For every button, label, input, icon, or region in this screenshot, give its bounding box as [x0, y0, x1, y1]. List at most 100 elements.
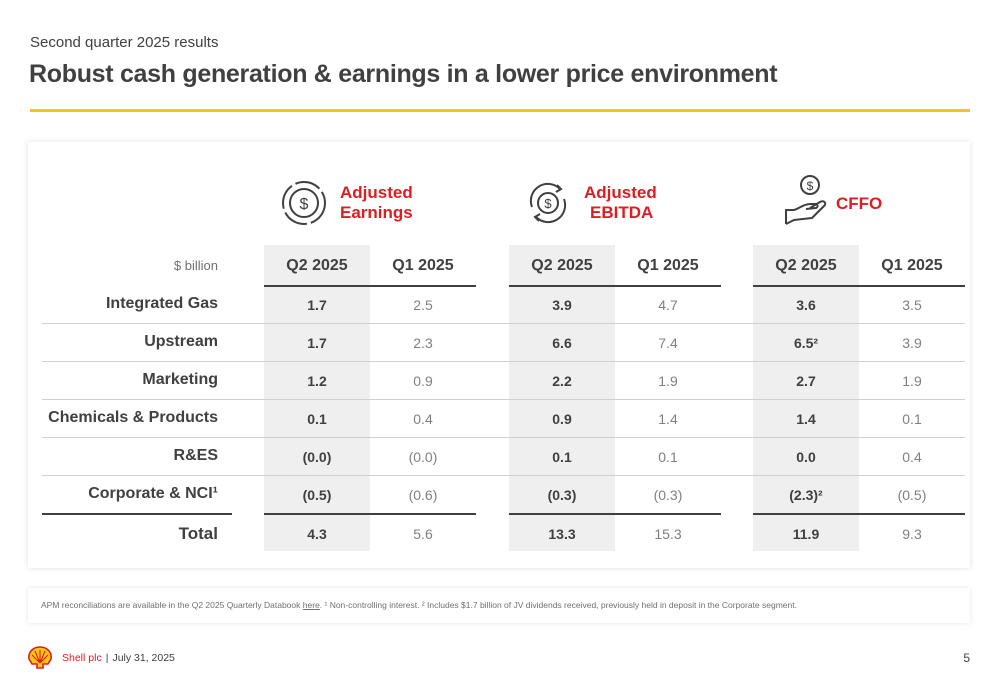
- header-rule-ebitda: [509, 285, 721, 287]
- table-cell: 2.2: [552, 373, 572, 389]
- table-cell: 3.6: [796, 297, 816, 313]
- slide-title: Robust cash generation & earnings in a l…: [29, 60, 778, 88]
- table-cell: (0.6): [408, 487, 438, 503]
- table-cell: 15.3: [654, 526, 682, 542]
- table-cell: 6.5²: [793, 335, 819, 351]
- page-number: 5: [963, 651, 970, 665]
- earnings-label-line1: Adjusted: [340, 183, 413, 202]
- earnings-col-q2: Q2 2025: [286, 257, 348, 274]
- table-cell: (2.3)²: [789, 487, 823, 503]
- row-label: Marketing: [142, 371, 218, 388]
- table-cell: 0.4: [413, 411, 433, 427]
- table-cell: 7.4: [658, 335, 678, 351]
- table-cell: 1.4: [658, 411, 678, 427]
- table-cell: 6.6: [552, 335, 572, 351]
- table-cell: 11.9: [792, 526, 820, 542]
- shell-logo-icon: [28, 646, 52, 669]
- table-cell: 0.0: [796, 449, 816, 465]
- footnote: APM reconciliations are available in the…: [41, 600, 797, 610]
- unit-label: $ billion: [173, 258, 218, 273]
- row-separator: [42, 399, 965, 400]
- earnings-label-line2: Earnings: [340, 203, 413, 222]
- row-separator: [42, 361, 965, 362]
- q2-shade-cffo: [753, 245, 859, 551]
- row-separator: [42, 323, 965, 324]
- table-cell: 0.4: [902, 449, 922, 465]
- adjusted-ebitda-header: $ Adjusted EBITDA: [522, 177, 657, 229]
- slide-subtitle: Second quarter 2025 results: [30, 34, 219, 51]
- table-cell: 2.7: [796, 373, 816, 389]
- header-rule-cffo: [753, 285, 965, 287]
- ebitda-col-q1: Q1 2025: [637, 257, 699, 274]
- cffo-col-q2: Q2 2025: [775, 257, 837, 274]
- ebitda-label-line2: EBITDA: [590, 203, 654, 222]
- adjusted-earnings-header: $ Adjusted Earnings: [278, 177, 413, 229]
- table-cell: (0.5): [897, 487, 927, 503]
- row-label: Upstream: [144, 333, 218, 350]
- table-cell: 0.1: [552, 449, 572, 465]
- table-cell: (0.3): [547, 487, 577, 503]
- hand-dollar-icon: $: [785, 175, 827, 225]
- table-cell: 1.2: [307, 373, 327, 389]
- table-cell: (0.3): [653, 487, 683, 503]
- table-cell: 0.1: [307, 411, 327, 427]
- ebitda-label-line1: Adjusted: [584, 183, 657, 202]
- q2-shade-ebitda: [509, 245, 615, 551]
- table-cell: (0.0): [408, 449, 438, 465]
- table-cell: 5.6: [413, 526, 433, 542]
- row-label: Corporate & NCI¹: [88, 485, 218, 502]
- table-cell: 0.9: [552, 411, 572, 427]
- table-cell: 4.3: [307, 526, 327, 542]
- svg-text:$: $: [807, 179, 814, 193]
- footer-separator: |: [105, 652, 109, 664]
- total-rule-labels: [42, 513, 232, 515]
- footer-company: Shell plc: [62, 652, 102, 664]
- cffo-header: $ CFFO: [780, 172, 882, 232]
- earnings-col-q1: Q1 2025: [392, 257, 454, 274]
- dollar-cycle-icon: $: [529, 182, 567, 224]
- row-label: Integrated Gas: [105, 295, 218, 312]
- table-cell: 0.1: [902, 411, 922, 427]
- table-cell: 2.3: [413, 335, 433, 351]
- table-cell: 4.7: [658, 297, 678, 313]
- dollar-circle-icon: $: [282, 181, 326, 225]
- table-cell: 2.5: [413, 297, 433, 313]
- databook-link[interactable]: here: [302, 600, 320, 610]
- row-label: R&ES: [173, 447, 218, 464]
- total-rule-earnings: [264, 513, 476, 515]
- title-underline: [30, 109, 970, 112]
- table-cell: 9.3: [902, 526, 922, 542]
- table-cell: 0.9: [413, 373, 433, 389]
- table-cell: 1.9: [658, 373, 678, 389]
- table-cell: 1.7: [307, 335, 327, 351]
- total-rule-ebitda: [509, 513, 721, 515]
- q2-shade-earnings: [264, 245, 370, 551]
- table-cell: 13.3: [548, 526, 576, 542]
- footer: Shell plc | July 31, 2025: [62, 652, 175, 664]
- cffo-col-q1: Q1 2025: [881, 257, 943, 274]
- table-cell: 1.9: [902, 373, 922, 389]
- table-cell: 0.1: [658, 449, 678, 465]
- header-rule-earnings: [264, 285, 476, 287]
- table-cell: 3.9: [552, 297, 572, 313]
- table-cell: 3.5: [902, 297, 922, 313]
- total-rule-cffo: [753, 513, 965, 515]
- row-label: Total: [178, 524, 218, 543]
- svg-text:$: $: [300, 196, 309, 213]
- table-cell: 1.7: [307, 297, 327, 313]
- row-separator: [42, 475, 965, 476]
- table-cell: 3.9: [902, 335, 922, 351]
- footnote-text: APM reconciliations are available in the…: [41, 600, 303, 610]
- ebitda-col-q2: Q2 2025: [531, 257, 593, 274]
- footer-date: July 31, 2025: [112, 652, 175, 664]
- table-cell: 1.4: [796, 411, 816, 427]
- results-card: $ Adjusted Earnings $ Adjusted EBITDA $ …: [28, 142, 970, 568]
- table-cell: (0.0): [302, 449, 332, 465]
- cffo-label: CFFO: [836, 194, 883, 213]
- row-label: Chemicals & Products: [48, 409, 218, 426]
- row-separator: [42, 437, 965, 438]
- table-cell: (0.5): [302, 487, 332, 503]
- footnote-text-rest: . ¹ Non-controlling interest. ² Includes…: [319, 600, 797, 610]
- footnote-box: APM reconciliations are available in the…: [28, 588, 970, 623]
- svg-text:$: $: [544, 196, 552, 211]
